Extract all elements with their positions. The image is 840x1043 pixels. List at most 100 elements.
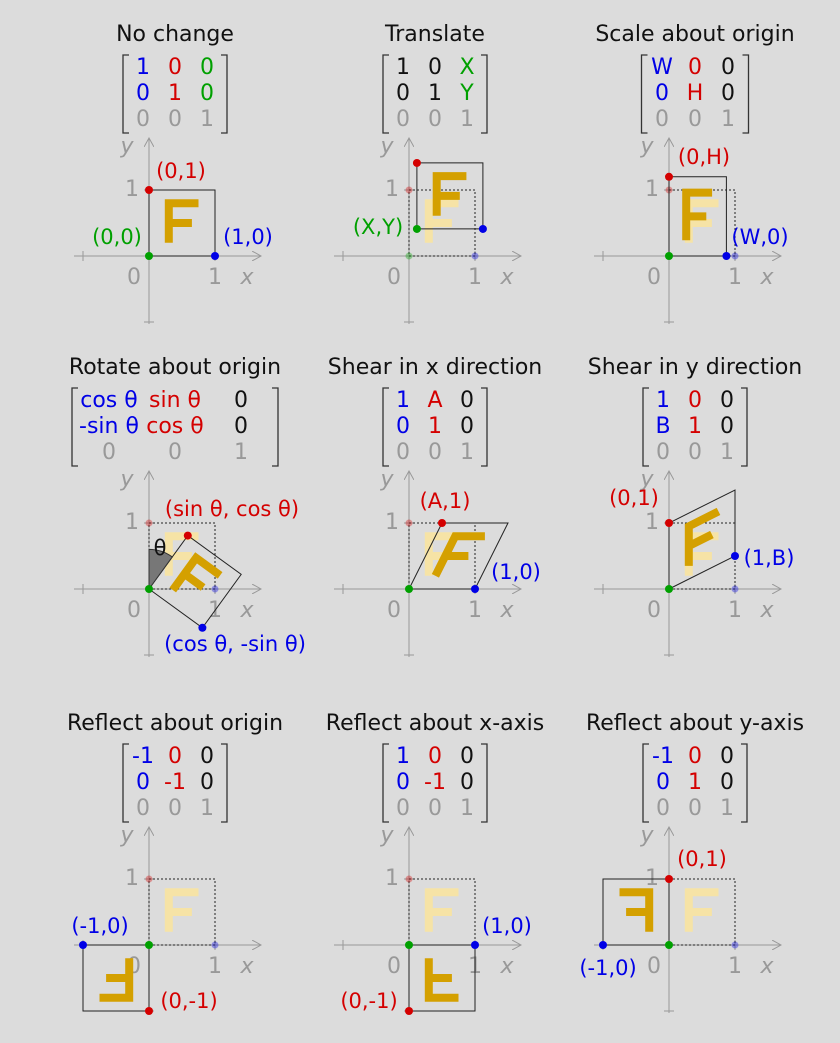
transformed-point [211,252,219,260]
matrix-bracket [382,54,389,134]
matrix-cell: -sin θ [79,414,139,439]
matrix-cell: 0 [396,796,410,821]
point-label: (0,-1) [160,989,217,1013]
point-label: (0,1) [156,159,206,183]
matrix-cell: 0 [136,796,150,821]
matrix-cell: 0 [234,388,248,413]
y-unit-label: 1 [385,866,399,891]
transformed-point [412,224,421,233]
matrix-bracket [642,743,649,823]
transformed-square [82,944,150,1012]
matrix-cell: 0 [460,414,474,439]
point-label: (-1,0) [579,956,636,980]
matrix-cell: W [651,55,673,80]
point-label: (cos θ, -sin θ) [164,632,306,656]
matrix-cell: 0 [688,796,702,821]
axis-label-x: x [239,598,254,623]
matrix-cell: 0 [688,388,702,413]
matrix-cell: 1 [688,770,702,795]
matrix-cell: 0 [688,107,702,132]
original-f [164,888,199,932]
matrix-cell: 0 [688,440,702,465]
point-label: θ [154,536,167,560]
matrix-bracket [272,387,279,467]
matrix-cell: 0 [136,107,150,132]
matrix-cell: 0 [396,81,410,106]
y-unit-label: 1 [125,510,139,535]
matrix-cell: 1 [396,744,410,769]
matrix-cell: 0 [200,770,214,795]
point-label: (0,-1) [340,989,397,1013]
axis-label-y: y [119,467,134,492]
axis-label-x: x [759,954,774,979]
matrix-cell: 0 [655,107,669,132]
axis-label-x: x [239,954,254,979]
y-unit-label: 1 [125,177,139,202]
transformed-point [79,941,87,949]
x-unit-label: 1 [208,954,222,979]
y-unit-label: 1 [385,510,399,535]
angle-wedge [148,548,173,591]
matrix-cell: 0 [655,81,669,106]
transformed-point [412,158,421,167]
point-label: (X,Y) [353,215,403,239]
matrix-bracket [382,743,389,823]
axis-label-y: y [639,134,654,159]
matrix-bracket [741,743,748,823]
axis-label-x: x [759,598,774,623]
matrix-cell: 1 [460,796,474,821]
matrix-cell: 0 [102,440,116,465]
point-label: (W,0) [731,225,788,249]
matrix-cell: 0 [428,107,442,132]
matrix-cell: 0 [168,744,182,769]
matrix-cell: 0 [200,55,214,80]
matrix-cell: 0 [428,796,442,821]
matrix-cell: sin θ [149,388,201,413]
transformed-f [431,532,485,578]
axis-label-y: y [379,467,394,492]
original-point [405,252,413,260]
matrix-cell: 1 [428,414,442,439]
transformed-point [405,585,413,593]
transformed-f [432,172,467,216]
matrix-cell: 1 [200,107,214,132]
origin-label: 0 [127,598,141,623]
matrix-cell: 0 [396,770,410,795]
original-point [145,519,153,527]
matrix-cell: 1 [136,55,150,80]
transformed-f [684,507,721,566]
matrix-cell: X [459,55,474,80]
original-f [424,199,459,243]
y-unit-label: 1 [645,510,659,535]
transformed-f [424,958,459,1002]
origin-label: 0 [387,598,401,623]
matrix-cell: -1 [652,744,674,769]
matrix-cell: 1 [234,440,248,465]
axis-label-x: x [499,954,514,979]
matrix-cell: 0 [656,770,670,795]
transformed-point [599,941,607,949]
matrix-cell: 0 [460,388,474,413]
transformed-f [99,958,134,1002]
transformed-point [665,875,673,883]
panel-title: Reflect about y-axis [586,711,804,736]
matrix-cell: 0 [396,414,410,439]
original-point [211,941,219,949]
transformed-square [408,944,476,1012]
matrix-cell: 1 [721,107,735,132]
matrix-cell: 0 [168,796,182,821]
matrix-cell: 1 [656,388,670,413]
matrix-cell: 0 [460,770,474,795]
matrix-cell: 0 [234,414,248,439]
original-point [731,585,739,593]
transformed-point [145,1007,153,1015]
matrix-cell: 0 [656,796,670,821]
transformed-point [405,1007,413,1015]
matrix-cell: 0 [200,81,214,106]
matrix-cell: 0 [136,770,150,795]
matrix-cell: 0 [136,81,150,106]
